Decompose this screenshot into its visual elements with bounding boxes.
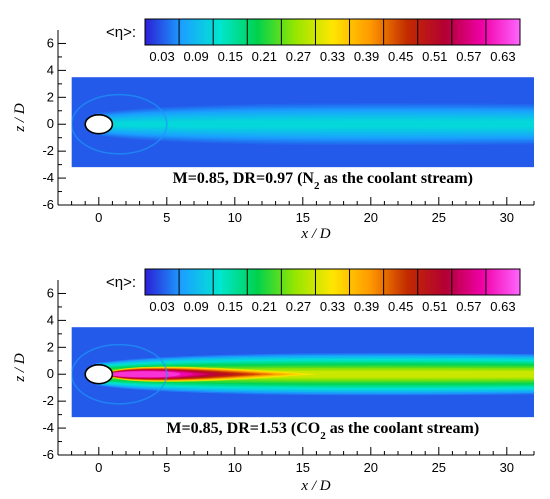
y-tick-label: -2 [42,393,54,408]
x-tick-label: 0 [95,460,102,475]
colorbar-tick-label: 0.09 [183,49,208,64]
colorbar-tick-label: 0.15 [218,299,243,314]
colorbar-tick-label: 0.63 [490,299,515,314]
x-tick-label: 0 [95,210,102,225]
caption-sub: 2 [320,430,326,442]
x-tick-label: 30 [500,210,514,225]
core-band [106,371,181,378]
colorbar-tick-label: 0.51 [422,299,447,314]
y-tick-label: 0 [47,366,54,381]
colorbar-tick-label: 0.57 [456,49,481,64]
y-tick-label: 6 [47,35,54,50]
y-axis-label: z / D [12,353,28,383]
plume-band [96,120,534,128]
eta-field [71,327,534,418]
caption-pre: M=0.85, DR=0.97 (N [173,170,315,187]
x-tick-label: 15 [296,210,310,225]
panel-caption: M=0.85, DR=0.97 (N2 as the coolant strea… [173,170,473,192]
colorbar-tick-label: 0.21 [252,299,277,314]
eta-field [71,77,534,168]
colorbar-tick-label: 0.39 [354,49,379,64]
x-tick-label: 30 [500,460,514,475]
colorbar-tick-label: 0.09 [183,299,208,314]
x-axis-label: x / D [300,226,330,242]
y-tick-label: -6 [42,447,54,462]
halo [71,93,168,155]
y-tick-label: 4 [47,62,54,77]
y-tick-label: -4 [42,420,54,435]
colorbar-title: <η>: [106,274,136,291]
y-tick-label: 0 [47,116,54,131]
caption-pre: M=0.85, DR=1.53 (CO [166,420,320,437]
x-tick-label: 20 [364,210,378,225]
coolant-hole [84,114,114,135]
colorbar-tick-label: 0.21 [252,49,277,64]
x-tick-label: 5 [163,460,170,475]
colorbar-tick-label: 0.03 [149,299,174,314]
x-tick-label: 10 [228,460,242,475]
colorbar-title: <η>: [106,24,136,41]
colorbar-tick-label: 0.15 [218,49,243,64]
x-tick-label: 10 [228,210,242,225]
y-tick-label: 6 [47,285,54,300]
x-tick-label: 20 [364,460,378,475]
colorbar-tick-label: 0.57 [456,299,481,314]
colorbar-tick-label: 0.27 [286,299,311,314]
x-tick-label: 15 [296,460,310,475]
colorbar-gradient [144,18,521,46]
caption-post: as the coolant stream) [326,420,479,437]
caption-post: as the coolant stream) [319,170,472,187]
colorbar-gradient [144,268,521,296]
x-tick-label: 25 [432,210,446,225]
colorbar-tick-label: 0.51 [422,49,447,64]
chart-panel-2: -6 -4 -2 0 2 4 6 0 5 10 15 20 25 30 x / D z / D M=0.85, … [12,268,535,494]
colorbar-tick-label: 0.33 [320,299,345,314]
colorbar-tick-label: 0.33 [320,49,345,64]
y-tick-label: -4 [42,170,54,185]
y-tick-label: 4 [47,312,54,327]
colorbar-tick-label: 0.45 [388,49,413,64]
caption-sub: 2 [314,180,320,192]
x-tick-label: 5 [163,210,170,225]
panel-caption: M=0.85, DR=1.53 (CO2 as the coolant stre… [166,420,479,442]
x-tick-label: 25 [432,460,446,475]
colorbar-tick-label: 0.03 [149,49,174,64]
colorbar-tick-label: 0.63 [490,49,515,64]
y-tick-label: 2 [47,339,54,354]
x-axis-label: x / D [300,478,330,494]
colorbar: 0.03 0.09 0.15 0.21 0.27 0.33 0.39 0.45 0.51 0.57… [106,268,521,314]
colorbar: 0.03 0.09 0.15 0.21 0.27 0.33 0.39 0.45 0.51 0.57… [106,18,521,64]
coolant-hole [84,364,114,385]
halo [71,343,168,405]
colorbar-tick-label: 0.27 [286,49,311,64]
colorbar-tick-label: 0.45 [388,299,413,314]
y-tick-label: -2 [42,143,54,158]
y-tick-label: 2 [47,89,54,104]
y-axis-label: z / D [12,103,28,133]
y-tick-label: -6 [42,197,54,212]
chart-panel-1: -6 -4 -2 0 2 4 6 0 5 10 15 20 25 30 x / D z / D M=0.85, … [12,18,535,242]
colorbar-tick-label: 0.39 [354,299,379,314]
